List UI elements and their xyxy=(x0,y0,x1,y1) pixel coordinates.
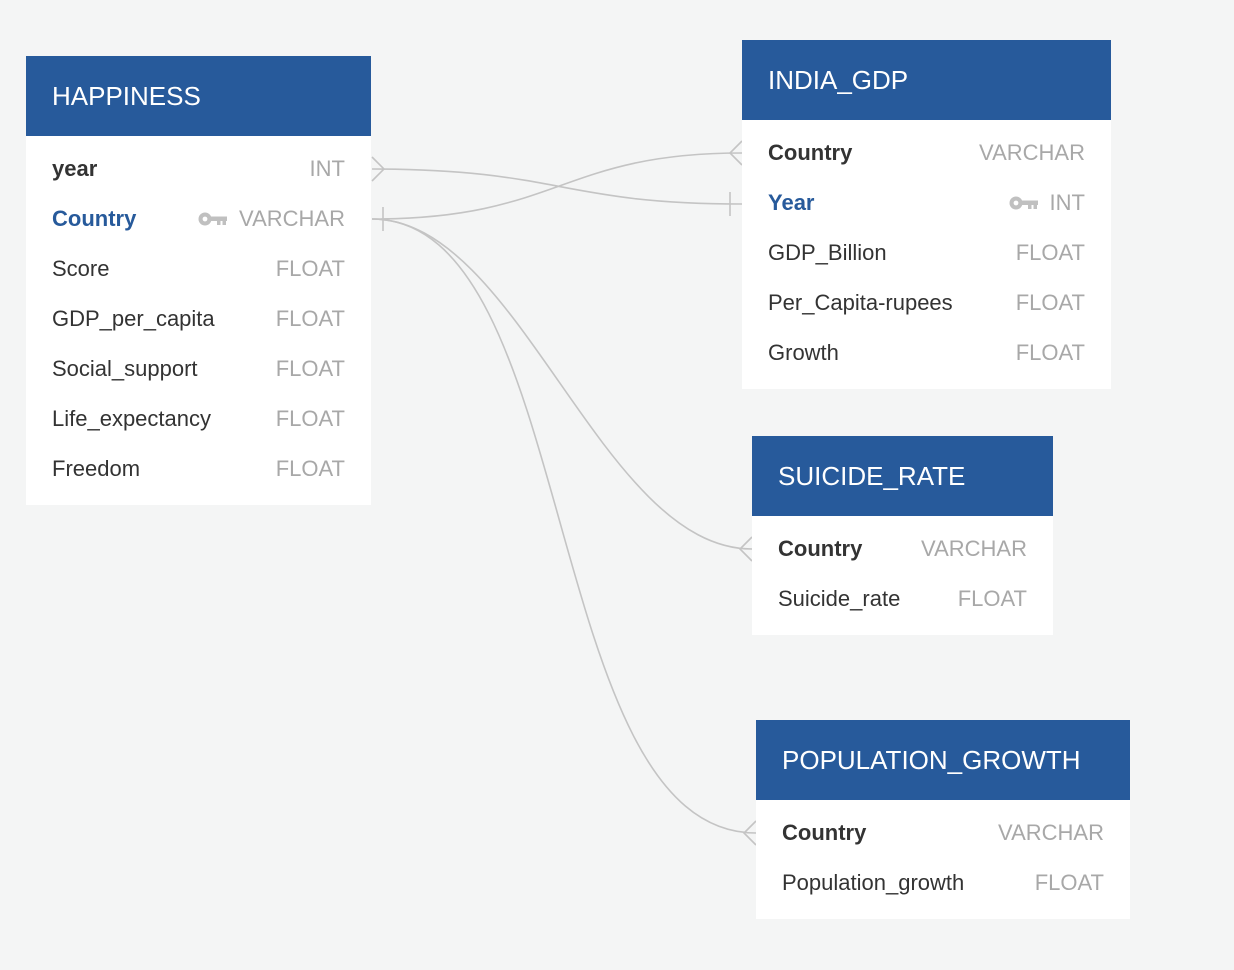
field-row-growth[interactable]: Growth FLOAT xyxy=(742,328,1111,378)
field-name: year xyxy=(52,156,98,181)
field-type: FLOAT xyxy=(1015,240,1085,265)
field-type: VARCHAR xyxy=(239,206,345,231)
table-suicide-rate[interactable]: SUICIDE_RATE Country VARCHAR Suicide_rat… xyxy=(752,436,1053,635)
field-name: Per_Capita-rupees xyxy=(768,290,953,315)
key-icon xyxy=(198,212,228,226)
crows-foot-many-marker xyxy=(371,156,386,182)
table-header[interactable]: INDIA_GDP xyxy=(742,40,1111,120)
field-row-suicide-rate[interactable]: Suicide_rate FLOAT xyxy=(752,574,1053,624)
field-row-freedom[interactable]: Freedom FLOAT xyxy=(26,444,371,494)
field-type: INT xyxy=(1049,190,1085,215)
field-type: FLOAT xyxy=(1034,870,1104,895)
crows-foot-many-marker xyxy=(728,140,743,166)
table-india-gdp[interactable]: INDIA_GDP Country VARCHAR Year INT GDP_B… xyxy=(742,40,1111,389)
field-type: FLOAT xyxy=(275,356,345,381)
field-name: Growth xyxy=(768,340,839,365)
key-icon xyxy=(1009,196,1038,210)
crows-foot-many-marker xyxy=(738,536,753,562)
table-population-growth[interactable]: POPULATION_GROWTH Country VARCHAR Popula… xyxy=(756,720,1130,919)
field-row-life-expectancy[interactable]: Life_expectancy FLOAT xyxy=(26,394,371,444)
field-row-score[interactable]: Score FLOAT xyxy=(26,244,371,294)
field-name: Population_growth xyxy=(782,870,965,895)
field-type: INT xyxy=(309,156,345,181)
field-name: Social_support xyxy=(52,356,198,381)
field-row-country[interactable]: Country VARCHAR xyxy=(756,808,1130,858)
field-row-gdp-per-capita[interactable]: GDP_per_capita FLOAT xyxy=(26,294,371,344)
field-row-gdp-billion[interactable]: GDP_Billion FLOAT xyxy=(742,228,1111,278)
field-type: VARCHAR xyxy=(998,820,1104,845)
table-fields: Country VARCHAR Year INT GDP_Billion FLO… xyxy=(742,120,1111,389)
field-name: Freedom xyxy=(52,456,141,481)
field-type: FLOAT xyxy=(275,256,345,281)
field-row-year[interactable]: year INT xyxy=(26,144,371,194)
table-fields: Country VARCHAR Population_growth FLOAT xyxy=(756,800,1130,919)
crows-foot-many-marker xyxy=(742,820,757,846)
table-happiness[interactable]: HAPPINESS year INT Country VARCHAR Score… xyxy=(26,56,371,505)
field-type: FLOAT xyxy=(275,306,345,331)
field-row-country[interactable]: Country VARCHAR xyxy=(752,524,1053,574)
field-type: VARCHAR xyxy=(921,536,1027,561)
table-fields: Country VARCHAR Suicide_rate FLOAT xyxy=(752,516,1053,635)
field-row-per-capita-rupees[interactable]: Per_Capita-rupees FLOAT xyxy=(742,278,1111,328)
field-name: GDP_Billion xyxy=(768,240,887,265)
field-type: FLOAT xyxy=(1015,340,1085,365)
field-row-population-growth[interactable]: Population_growth FLOAT xyxy=(756,858,1130,908)
field-name: Score xyxy=(52,256,110,281)
table-fields: year INT Country VARCHAR Score FLOAT GDP… xyxy=(26,136,371,505)
relation-country-to-population-growth-country[interactable] xyxy=(371,218,757,834)
field-name: Country xyxy=(782,820,867,845)
table-header[interactable]: POPULATION_GROWTH xyxy=(756,720,1130,800)
field-row-country[interactable]: Country VARCHAR xyxy=(742,128,1111,178)
field-type: FLOAT xyxy=(957,586,1027,611)
field-type: FLOAT xyxy=(275,456,345,481)
field-name: Country xyxy=(778,536,863,561)
field-row-country[interactable]: Country VARCHAR xyxy=(26,194,371,244)
field-name: Life_expectancy xyxy=(52,406,211,431)
field-type: VARCHAR xyxy=(979,140,1085,165)
field-name: Suicide_rate xyxy=(778,586,901,611)
field-row-year[interactable]: Year INT xyxy=(742,178,1111,228)
table-header[interactable]: HAPPINESS xyxy=(26,56,371,136)
field-name: Country xyxy=(768,140,853,165)
field-name: Country xyxy=(52,206,137,231)
table-header[interactable]: SUICIDE_RATE xyxy=(752,436,1053,516)
field-type: FLOAT xyxy=(275,406,345,431)
field-name: GDP_per_capita xyxy=(52,306,215,331)
relation-country-to-india-gdp-country[interactable] xyxy=(371,152,743,220)
field-row-social-support[interactable]: Social_support FLOAT xyxy=(26,344,371,394)
relation-country-to-suicide-rate-country[interactable] xyxy=(371,218,753,550)
relation-year-to-india-gdp-year[interactable] xyxy=(371,168,743,205)
field-type: FLOAT xyxy=(1015,290,1085,315)
field-name: Year xyxy=(768,190,815,215)
